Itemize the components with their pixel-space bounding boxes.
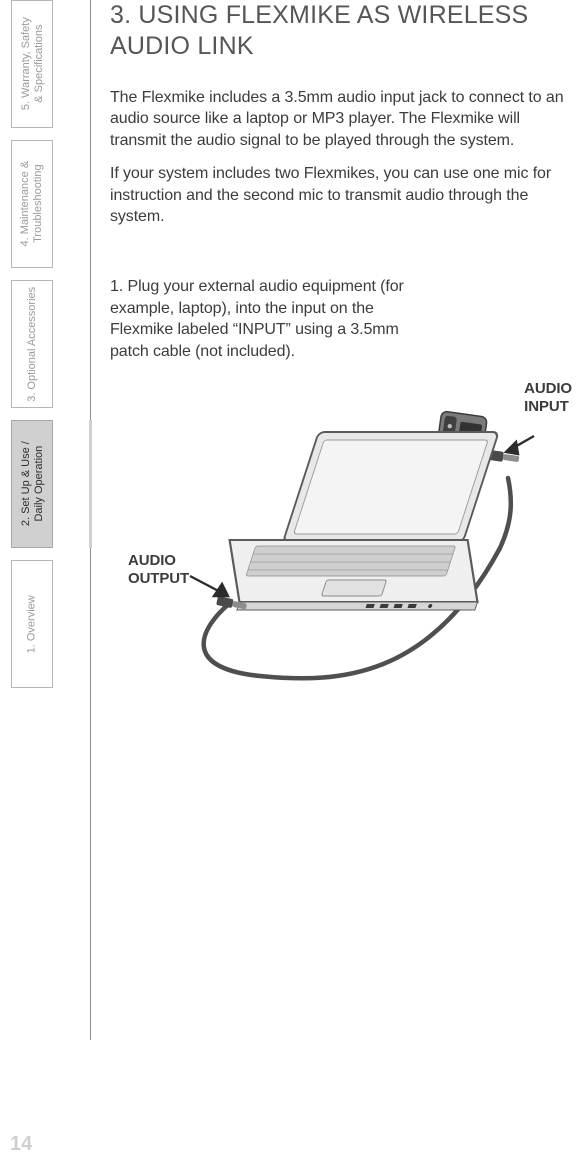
tab-overview[interactable]: 1. Overview <box>11 560 53 688</box>
tab-label: 5. Warranty, Safety & Specifications <box>19 18 44 111</box>
connection-diagram: AUDIO INPUT AUDIO OUTPUT <box>110 380 566 690</box>
step-number: 1. <box>110 278 123 295</box>
tab-setup-use[interactable]: 2. Set Up & Use / Daily Operation <box>11 420 53 548</box>
tab-accessories[interactable]: 3. Optional Accessories <box>11 280 53 408</box>
intro-paragraph-2: If your system includes two Flexmikes, y… <box>110 163 566 228</box>
tab-warranty[interactable]: 5. Warranty, Safety & Specifications <box>11 0 53 128</box>
step-text: Plug your external audio equipment (for … <box>110 278 404 360</box>
laptop-icon <box>170 428 490 628</box>
tab-label: 1. Overview <box>26 595 39 653</box>
tab-maintenance[interactable]: 4. Maintenance & Troubleshooting <box>11 140 53 268</box>
page-title: 3. USING FLEXMIKE AS WIRELESS AUDIO LINK <box>110 0 566 63</box>
intro-paragraph-1: The Flexmike includes a 3.5mm audio inpu… <box>110 87 566 152</box>
step-1: 1. Plug your external audio equipment (f… <box>110 276 430 362</box>
tab-label: 4. Maintenance & Troubleshooting <box>19 161 44 247</box>
page-number: 14 <box>10 1133 32 1156</box>
vertical-divider-active-gap <box>89 420 92 548</box>
tab-label: 3. Optional Accessories <box>26 287 39 402</box>
tab-label: 2. Set Up & Use / Daily Operation <box>19 442 44 527</box>
